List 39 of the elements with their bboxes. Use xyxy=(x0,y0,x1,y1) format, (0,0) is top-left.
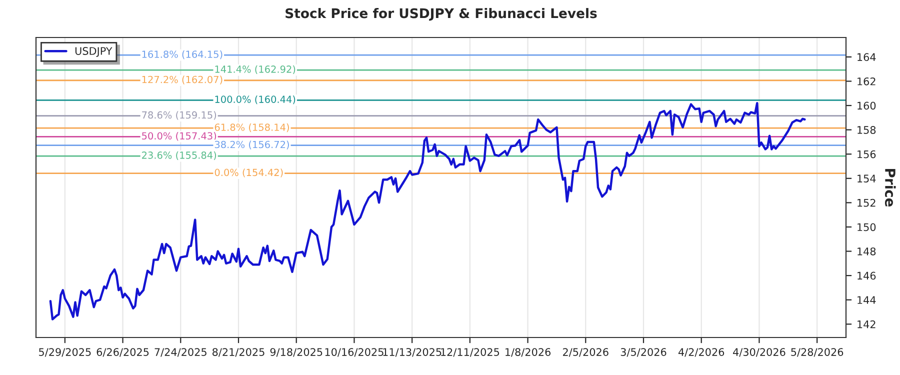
x-tick-label: 5/28/2026 xyxy=(791,348,844,357)
y-tick-label: 162 xyxy=(858,77,876,86)
x-tick-label: 11/13/2025 xyxy=(383,348,442,357)
x-tick-label: 10/16/2025 xyxy=(325,348,384,357)
ref-line-label: 0.0% (154.42) xyxy=(214,168,283,178)
x-tick-label: 8/21/2025 xyxy=(212,348,264,357)
y-tick-label: 146 xyxy=(858,272,876,280)
y-tick-label: 158 xyxy=(858,126,876,134)
ref-line-label: 161.8% (164.15) xyxy=(142,50,222,60)
y-tick-label: 156 xyxy=(858,150,876,158)
y-tick-label: 144 xyxy=(858,296,876,304)
legend-label: USDJPY xyxy=(75,47,112,57)
y-tick-label: 164 xyxy=(858,53,876,62)
ref-line-label: 141.4% (162.92) xyxy=(215,65,296,74)
x-tick-label: 7/24/2025 xyxy=(154,348,206,357)
chart-title: Stock Price for USDJPY & Fibunacci Levels xyxy=(286,8,597,21)
ref-line-label: 50.0% (157.43) xyxy=(142,132,216,141)
ref-line-label: 61.8% (158.14) xyxy=(214,123,289,132)
y-tick-label: 160 xyxy=(858,102,876,110)
x-tick-label: 2/5/2026 xyxy=(563,348,608,357)
ref-line-label: 78.6% (159.15) xyxy=(142,111,216,120)
ref-line-label: 23.6% (155.84) xyxy=(142,151,216,160)
x-tick-label: 1/8/2026 xyxy=(506,348,551,357)
y-tick-label: 142 xyxy=(858,320,876,328)
y-tick-label: 154 xyxy=(858,174,876,182)
ref-line-label: 38.2% (156.72) xyxy=(214,140,289,150)
x-tick-label: 4/30/2026 xyxy=(733,348,786,357)
x-tick-label: 4/2/2026 xyxy=(678,348,724,357)
x-tick-label: 12/11/2025 xyxy=(441,348,500,357)
x-tick-label: 5/29/2025 xyxy=(39,348,91,357)
y-tick-label: 150 xyxy=(858,223,876,232)
x-tick-label: 6/26/2025 xyxy=(96,348,149,357)
y-tick-label: 148 xyxy=(858,247,876,256)
ref-line-label: 100.0% (160.44) xyxy=(215,95,296,104)
ref-line-label: 127.2% (162.07) xyxy=(142,76,222,84)
x-tick-label: 3/5/2026 xyxy=(620,348,666,357)
y-axis-title: Price xyxy=(884,169,896,207)
y-tick-label: 152 xyxy=(858,198,876,207)
x-tick-label: 9/18/2025 xyxy=(270,348,322,357)
